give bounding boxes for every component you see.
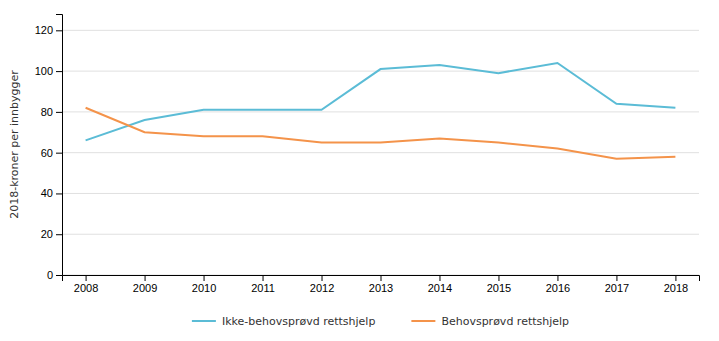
tick-label: 20 xyxy=(41,228,53,240)
tick: 2008 xyxy=(74,275,98,294)
grid-line xyxy=(62,152,699,153)
grid-line xyxy=(62,30,699,31)
tick: 20 xyxy=(41,228,62,240)
tick-mark xyxy=(204,275,205,281)
tick-mark xyxy=(56,30,62,31)
legend-label: Behovsprøvd rettshjelp xyxy=(441,315,569,328)
tick-mark xyxy=(498,275,499,281)
tick: 120 xyxy=(35,24,62,36)
tick-label: 2008 xyxy=(74,282,98,294)
legend-item: Ikke-behovsprøvd rettshjelp xyxy=(192,315,376,328)
tick-label: 2016 xyxy=(546,282,570,294)
tick-label: 2015 xyxy=(487,282,511,294)
tick-mark xyxy=(616,275,617,281)
legend-swatch xyxy=(192,320,216,322)
x-axis: 2008 2009 2010 2011 2012 2013 2014 2015 2016 2017… xyxy=(63,275,700,294)
tick-label: 2011 xyxy=(251,282,275,294)
tick-label: 120 xyxy=(35,24,53,36)
chart: 2008 2009 2010 2011 2012 2013 2014 2015 2016 2017… xyxy=(0,0,719,341)
tick-mark xyxy=(56,275,62,276)
legend-label: Ikke-behovsprøvd rettshjelp xyxy=(222,315,376,328)
y-axis: 0 20 40 60 80 100 120 xyxy=(35,15,63,282)
tick-label: 0 xyxy=(47,269,53,281)
line xyxy=(86,63,676,140)
tick: 2012 xyxy=(310,275,334,294)
tick: 40 xyxy=(41,187,62,199)
tick-label: 60 xyxy=(41,147,53,159)
tick-mark xyxy=(381,275,382,281)
tick-mark xyxy=(675,275,676,281)
grid-line xyxy=(62,71,699,72)
legend-swatch xyxy=(411,320,435,322)
tick-mark xyxy=(86,275,87,281)
tick: 60 xyxy=(41,147,62,159)
tick: 2010 xyxy=(192,275,216,294)
tick-label: 2014 xyxy=(428,282,452,294)
plot: 2008 2009 2010 2011 2012 2013 2014 2015 2016 2017… xyxy=(8,15,700,294)
tick-label: 40 xyxy=(41,187,53,199)
tick: 100 xyxy=(35,65,62,77)
grid-line xyxy=(62,234,699,235)
tick-mark xyxy=(56,112,62,113)
tick-label: 2018 xyxy=(664,282,688,294)
tick-mark xyxy=(56,234,62,235)
tick-mark xyxy=(56,71,62,72)
tick: 2015 xyxy=(487,275,511,294)
tick-label: 2009 xyxy=(133,282,157,294)
tick-mark xyxy=(439,275,440,281)
tick-label: 2012 xyxy=(310,282,334,294)
tick-label: 2017 xyxy=(605,282,629,294)
axis-line xyxy=(56,15,63,276)
lines xyxy=(86,63,676,159)
axis-line xyxy=(63,276,700,282)
tick: 0 xyxy=(47,269,62,281)
tick-label: 80 xyxy=(41,106,53,118)
tick-mark xyxy=(322,275,323,281)
tick-label: 100 xyxy=(35,65,53,77)
tick: 80 xyxy=(41,106,62,118)
tick-mark xyxy=(145,275,146,281)
tick: 2018 xyxy=(664,275,688,294)
tick-mark xyxy=(56,153,62,154)
y-axis-title: 2018-kroner per innbygger xyxy=(8,70,21,219)
tick: 2016 xyxy=(546,275,570,294)
line xyxy=(86,108,676,159)
tick-mark xyxy=(557,275,558,281)
tick: 2017 xyxy=(605,275,629,294)
grid xyxy=(62,30,699,275)
legend: Ikke-behovsprøvd rettshjelp Behovsprøvd r… xyxy=(192,315,569,328)
legend-item: Behovsprøvd rettshjelp xyxy=(411,315,569,328)
grid-line xyxy=(62,111,699,112)
tick: 2013 xyxy=(369,275,393,294)
tick: 2009 xyxy=(133,275,157,294)
tick-label: 2013 xyxy=(369,282,393,294)
tick-mark xyxy=(56,193,62,194)
tick-label: 2010 xyxy=(192,282,216,294)
tick-mark xyxy=(263,275,264,281)
tick: 2014 xyxy=(428,275,452,294)
grid-line xyxy=(62,193,699,194)
tick: 2011 xyxy=(251,275,275,294)
